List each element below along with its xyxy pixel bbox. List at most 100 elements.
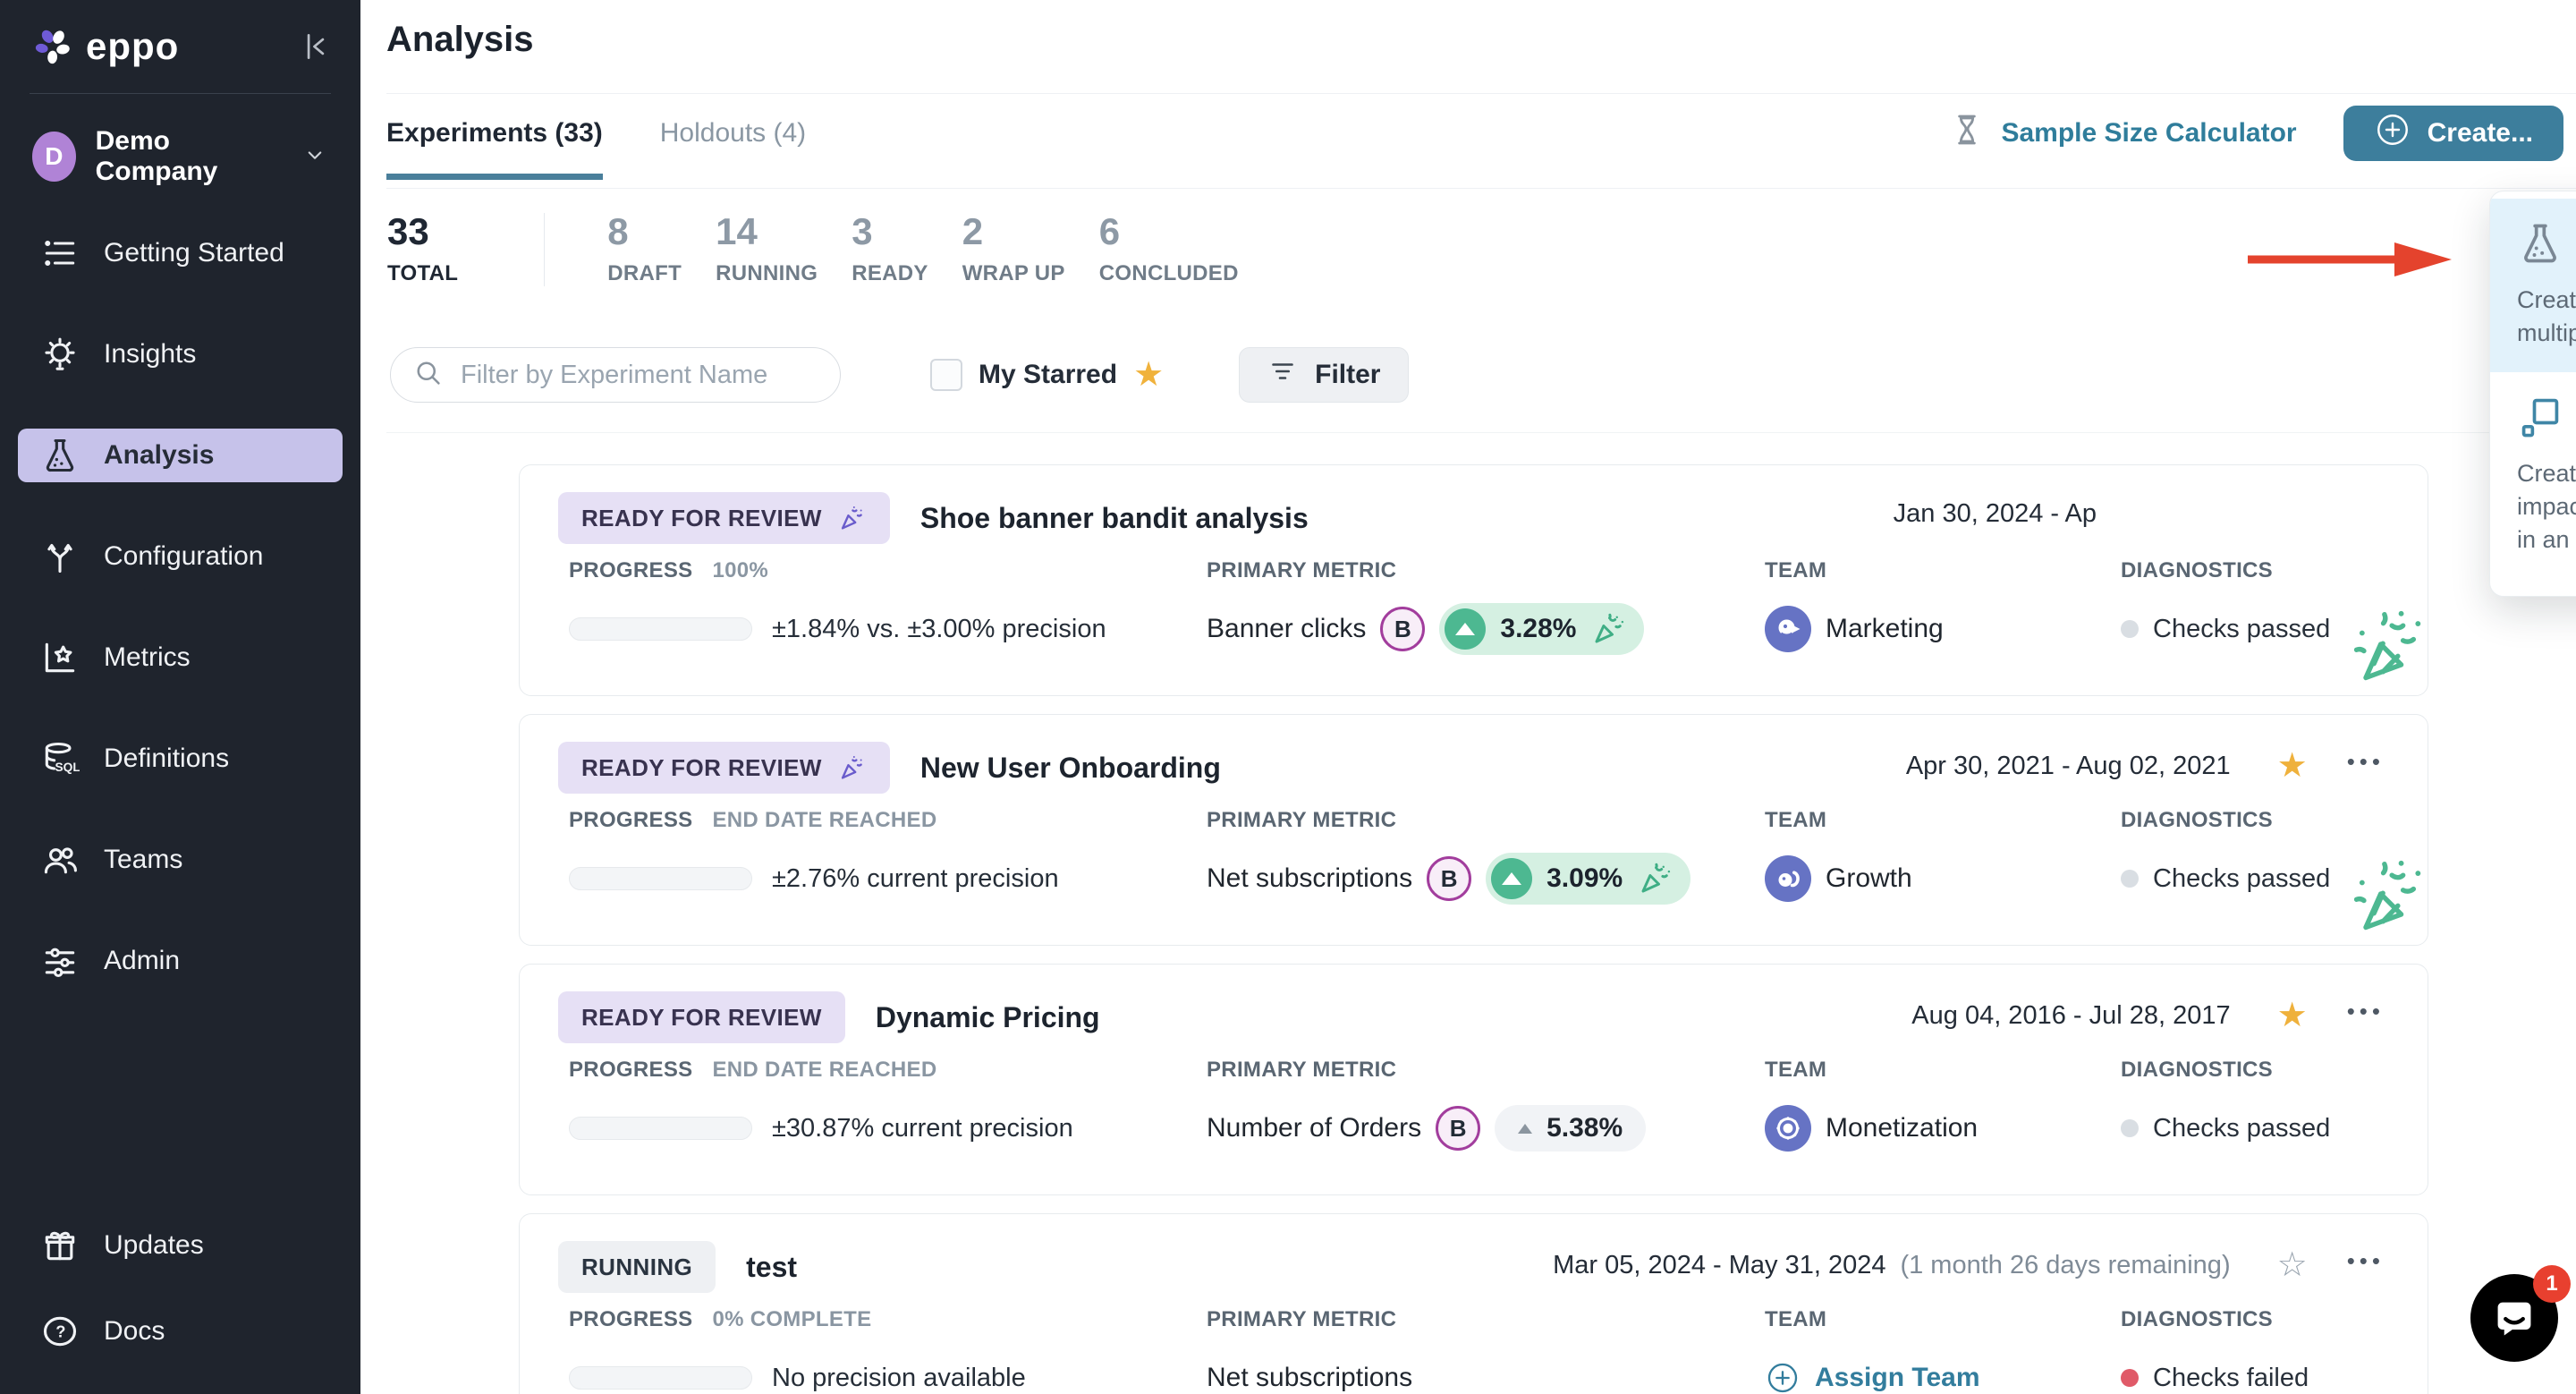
date-range: Mar 05, 2024 - May 31, 2024 — [1553, 1250, 1886, 1279]
assign-team-label: Assign Team — [1815, 1363, 1980, 1392]
sidebar-item-getting-started[interactable]: Getting Started — [18, 226, 343, 280]
gift-icon — [39, 1225, 80, 1266]
sidebar-item-configuration[interactable]: Configuration — [18, 530, 343, 583]
branch-split-icon — [39, 536, 80, 577]
my-starred-toggle[interactable]: My Starred ★ — [930, 358, 1164, 392]
sidebar-item-metrics[interactable]: Metrics — [18, 631, 343, 684]
sidebar-item-label: Teams — [104, 845, 183, 874]
workspace-name: Demo Company — [95, 126, 218, 186]
lift-value: 5.38% — [1546, 1113, 1623, 1143]
more-actions-button[interactable]: ••• — [2346, 998, 2385, 1024]
team-column: TEAM Monetization — [1765, 1058, 1978, 1154]
experiment-card-new-user-onboarding[interactable]: READY FOR REVIEW New User Onboarding Apr… — [519, 714, 2428, 946]
sidebar-item-admin[interactable]: Admin — [18, 934, 343, 988]
progress-column: PROGRESS END DATE REACHED ±2.76% current… — [569, 808, 1059, 905]
my-starred-checkbox[interactable] — [930, 359, 962, 391]
precision-text: ±1.84% vs. ±3.00% precision — [772, 614, 1106, 643]
sidebar-item-definitions[interactable]: SQL Definitions — [18, 732, 343, 786]
progress-bar — [569, 617, 752, 641]
status-badge: READY FOR REVIEW — [558, 742, 890, 794]
progress-bar — [569, 1117, 752, 1140]
menu-item-experiment-analysis[interactable]: Experiment Analysis Create an experiment… — [2490, 199, 2576, 373]
stat-label: READY — [852, 261, 928, 285]
assign-team-link[interactable]: Assign Team — [1765, 1360, 1980, 1394]
menu-item-holdout-analysis[interactable]: Holdout Analysis Create an analysis to m… — [2490, 372, 2576, 579]
sidebar-item-label: Analysis — [104, 440, 215, 470]
divider — [386, 188, 2576, 189]
up-arrow-icon — [1491, 858, 1533, 899]
sidebar-item-label: Getting Started — [104, 238, 284, 268]
chat-bubble-icon — [2497, 1302, 2531, 1336]
stat-total[interactable]: 33 TOTAL — [387, 213, 546, 286]
sidebar-item-teams[interactable]: Teams — [18, 833, 343, 887]
more-actions-button[interactable]: ••• — [2346, 748, 2385, 775]
flask-icon — [39, 435, 80, 476]
tab-holdouts[interactable]: Holdouts (4) — [659, 118, 807, 148]
filter-button-label: Filter — [1315, 360, 1381, 389]
primary-metric-column: PRIMARY METRIC Number of Orders B 5.38% — [1207, 1058, 1647, 1154]
search-input[interactable] — [461, 360, 818, 390]
variant-badge: B — [1427, 856, 1472, 901]
sidebar-item-label: Configuration — [104, 541, 264, 571]
experiment-list: READY FOR REVIEW Shoe banner bandit anal… — [519, 464, 2428, 1394]
more-actions-button[interactable]: ••• — [2346, 1247, 2385, 1274]
tab-experiments[interactable]: Experiments (33) — [386, 118, 603, 180]
stat-label: RUNNING — [716, 261, 818, 285]
stat-ready[interactable]: 3 READY — [852, 213, 928, 286]
sidebar-item-updates[interactable]: Updates — [18, 1219, 343, 1272]
team-label: TEAM — [1765, 558, 1827, 582]
experiment-search — [390, 347, 841, 403]
star-button[interactable]: ★ — [2276, 747, 2308, 785]
up-arrow-icon — [1445, 608, 1487, 650]
sidebar-item-insights[interactable]: Insights — [18, 327, 343, 381]
divider — [386, 93, 2576, 94]
precision-text: ±30.87% current precision — [772, 1113, 1073, 1143]
workspace-switcher[interactable]: D Demo Company — [0, 94, 360, 214]
stat-label: DRAFT — [607, 261, 682, 285]
filter-button[interactable]: Filter — [1239, 347, 1409, 403]
experiment-name[interactable]: New User Onboarding — [919, 751, 1221, 784]
team-name: Marketing — [1826, 614, 1944, 643]
stat-wrap-up[interactable]: 2 WRAP UP — [962, 213, 1065, 286]
experiment-name[interactable]: Shoe banner bandit analysis — [919, 501, 1309, 534]
up-arrow-icon — [1518, 1123, 1533, 1134]
experiment-name[interactable]: Dynamic Pricing — [875, 1000, 1100, 1033]
sidebar-collapse-icon[interactable] — [296, 27, 335, 66]
stat-draft[interactable]: 8 DRAFT — [607, 213, 682, 286]
create-button[interactable]: Create... — [2343, 106, 2563, 161]
experiment-card-dynamic-pricing[interactable]: READY FOR REVIEW Dynamic Pricing Aug 04,… — [519, 964, 2428, 1195]
primary-metric-label: PRIMARY METRIC — [1207, 808, 1397, 832]
progress-column: PROGRESS 0% COMPLETE No precision availa… — [569, 1307, 1026, 1394]
logo-row: eppo — [0, 0, 360, 93]
variant-badge: B — [1380, 607, 1426, 651]
diagnostics-text: Checks passed — [2153, 863, 2331, 893]
svg-text:?: ? — [55, 1322, 65, 1341]
team-column: TEAM Marketing — [1765, 558, 1944, 655]
diagnostics-label: DIAGNOSTICS — [2121, 808, 2273, 832]
status-summary: 33 TOTAL 8 DRAFT 14 RUNNING 3 READY 2 WR… — [387, 213, 1273, 286]
stat-running[interactable]: 14 RUNNING — [716, 213, 818, 286]
star-button[interactable]: ★ — [2276, 997, 2308, 1034]
star-button[interactable]: ☆ — [2276, 1246, 2308, 1284]
stat-concluded[interactable]: 6 CONCLUDED — [1099, 213, 1239, 286]
sidebar-divider — [30, 93, 331, 94]
metric-name: Net subscriptions — [1207, 1363, 1413, 1392]
sidebar-item-analysis[interactable]: Analysis — [18, 429, 343, 482]
experiment-card-shoe-banner[interactable]: READY FOR REVIEW Shoe banner bandit anal… — [519, 464, 2428, 696]
star-icon: ★ — [1133, 356, 1165, 394]
experiment-card-test[interactable]: RUNNING test Mar 05, 2024 - May 31, 2024… — [519, 1213, 2428, 1394]
sidebar-item-label: Admin — [104, 946, 181, 975]
experiment-name[interactable]: test — [746, 1250, 798, 1283]
variant-badge: B — [1436, 1106, 1481, 1151]
flask-icon — [2517, 220, 2563, 271]
sidebar-footer: Updates ? Docs — [18, 1219, 343, 1358]
progress-column: PROGRESS 100% ±1.84% vs. ±3.00% precisio… — [569, 558, 1106, 655]
filter-lines-icon — [1267, 355, 1299, 395]
sample-size-calculator-label: Sample Size Calculator — [2001, 118, 2297, 148]
sample-size-calculator-link[interactable]: Sample Size Calculator — [1949, 112, 2297, 155]
stat-label: CONCLUDED — [1098, 261, 1239, 285]
sidebar-item-docs[interactable]: ? Docs — [18, 1305, 343, 1358]
chat-unread-badge: 1 — [2533, 1265, 2571, 1303]
status-label: READY FOR REVIEW — [581, 504, 822, 531]
progress-label: PROGRESS — [569, 1058, 693, 1082]
